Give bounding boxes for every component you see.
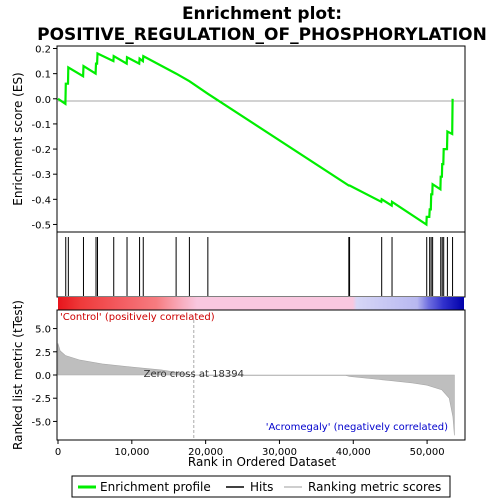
label-negative: 'Acromegaly' (negatively correlated) bbox=[266, 422, 448, 433]
metric-ytick-label: -5.0 bbox=[31, 417, 51, 428]
legend-hits-label: Hits bbox=[250, 480, 273, 494]
es-ytick-label: -0.3 bbox=[31, 170, 51, 181]
xtick-label: 20,000 bbox=[188, 447, 223, 458]
xtick-label: 0 bbox=[55, 447, 61, 458]
es-ytick-label: -0.5 bbox=[31, 220, 51, 231]
zero-cross-label: Zero cross at 18394 bbox=[144, 369, 244, 380]
x-axis-label: Rank in Ordered Dataset bbox=[188, 455, 336, 469]
label-positive: 'Control' (positively correlated) bbox=[60, 312, 215, 323]
legend-box bbox=[71, 475, 451, 498]
metric-ylabel: Ranked list metric (tTest) bbox=[11, 300, 25, 450]
es-ytick-label: -0.4 bbox=[31, 195, 51, 206]
es-profile-line bbox=[57, 51, 454, 227]
xtick-label: 30,000 bbox=[262, 447, 297, 458]
es-ytick-label: 0.1 bbox=[35, 70, 51, 81]
xtick-label: 40,000 bbox=[336, 447, 371, 458]
xtick-label: 10,000 bbox=[114, 447, 149, 458]
es-ytick-label: -0.1 bbox=[31, 120, 51, 131]
xtick-label: 50,000 bbox=[410, 447, 445, 458]
es-ylabel: Enrichment score (ES) bbox=[11, 72, 25, 205]
hits-panel-frame bbox=[56, 231, 466, 298]
chart-title-line1: Enrichment plot: bbox=[182, 4, 342, 24]
metric-ytick-label: 2.5 bbox=[35, 348, 51, 359]
es-panel-frame bbox=[56, 45, 466, 233]
metric-ytick-label: 0.0 bbox=[35, 371, 51, 382]
chart-title-line2: POSITIVE_REGULATION_OF_PHOSPHORYLATION bbox=[37, 25, 487, 45]
es-ytick-label: 0.0 bbox=[35, 95, 51, 106]
legend-metric-label: Ranking metric scores bbox=[308, 480, 441, 494]
es-ytick-label: 0.2 bbox=[35, 45, 51, 56]
legend-es-label: Enrichment profile bbox=[100, 480, 211, 494]
es-ytick-label: -0.2 bbox=[31, 145, 51, 156]
metric-area bbox=[57, 343, 455, 436]
metric-ytick-label: -2.5 bbox=[31, 394, 51, 405]
metric-ytick-label: 5.0 bbox=[35, 325, 51, 336]
rank-heatmap-strip bbox=[58, 297, 464, 310]
